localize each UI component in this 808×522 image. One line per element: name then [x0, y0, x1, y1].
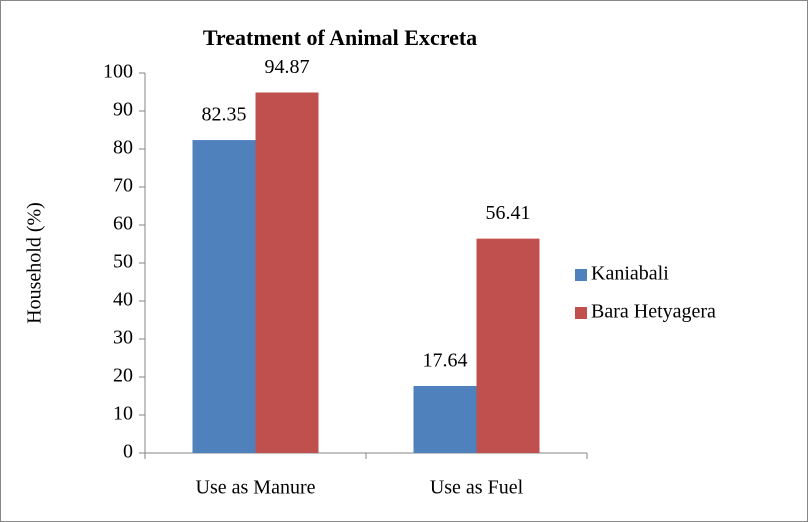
value-label: 94.87 [265, 56, 310, 78]
x-tick-label: Use as Manure [196, 477, 316, 499]
chart-title: Treatment of Animal Excreta [203, 25, 477, 50]
y-tick-label: 10 [113, 403, 133, 425]
y-tick-label: 20 [113, 365, 133, 387]
bar [255, 92, 319, 453]
bar [192, 140, 256, 453]
legend-swatch [575, 307, 587, 319]
value-label: 56.41 [486, 202, 531, 224]
y-axis-label: Household (%) [24, 202, 46, 324]
y-tick-label: 90 [113, 99, 133, 121]
y-tick-label: 80 [113, 137, 133, 159]
y-tick-label: 30 [113, 327, 133, 349]
y-tick-label: 60 [113, 213, 133, 235]
y-tick-label: 0 [123, 441, 133, 463]
x-tick-label: Use as Fuel [430, 477, 524, 499]
legend-swatch [575, 269, 587, 281]
bar [476, 238, 540, 453]
value-label: 82.35 [202, 104, 247, 126]
y-tick-label: 40 [113, 289, 133, 311]
legend-label: Kaniabali [591, 263, 669, 285]
value-label: 17.64 [423, 350, 468, 372]
bar [413, 385, 477, 453]
y-tick-label: 70 [113, 175, 133, 197]
legend-label: Bara Hetyagera [591, 301, 716, 323]
y-tick-label: 50 [113, 251, 133, 273]
y-tick-label: 100 [103, 61, 133, 83]
